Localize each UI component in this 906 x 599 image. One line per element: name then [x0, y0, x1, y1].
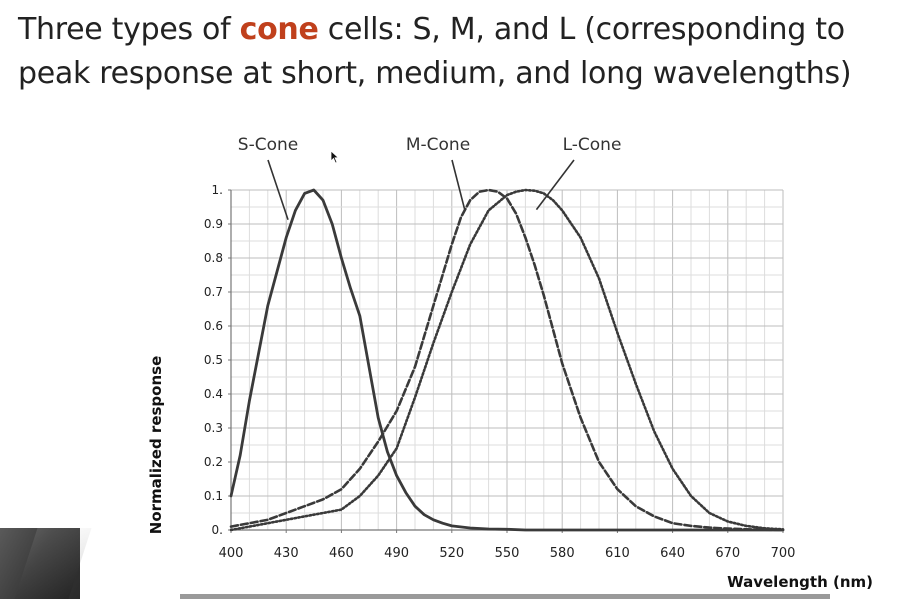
series-line-s-cone [229, 188, 785, 532]
title-part-2: cells: S, M, and L (corresponding to pea… [18, 12, 852, 91]
y-tick-label: 0.6 [204, 319, 223, 333]
y-tick-label: 0.4 [204, 387, 223, 401]
x-tick-label: 490 [384, 546, 409, 561]
progress-bar [180, 594, 830, 599]
x-tick-label: 460 [329, 546, 354, 561]
series-leader-line [451, 159, 466, 210]
x-tick-label: 670 [715, 546, 740, 561]
y-tick-label: 1. [212, 183, 223, 197]
x-tick-label: 550 [495, 546, 520, 561]
y-tick-label: 0.9 [204, 217, 223, 231]
series-label-m-cone: M-Cone [406, 135, 470, 155]
y-tick-label: 0.1 [204, 489, 223, 503]
series-leader-line [267, 159, 289, 221]
y-tick-label: 0. [212, 523, 223, 537]
y-tick-label: 0.7 [204, 285, 223, 299]
x-tick-label: 640 [660, 546, 685, 561]
series-line-l-cone [229, 188, 785, 532]
x-tick-label: 580 [550, 546, 575, 561]
mouse-cursor-icon [330, 150, 340, 164]
slide-title: Three types of cone cells: S, M, and L (… [18, 8, 898, 96]
x-axis-label: Wavelength (nm) [727, 573, 873, 591]
y-tick-label: 0.8 [204, 251, 223, 265]
y-tick-label: 0.3 [204, 421, 223, 435]
x-tick-label: 610 [605, 546, 630, 561]
x-tick-label: 400 [219, 546, 244, 561]
chart-grid [230, 189, 784, 531]
series-line-m-cone [229, 188, 785, 532]
presenter-video-thumbnail [0, 528, 80, 599]
series-label-s-cone: S-Cone [238, 135, 298, 155]
x-tick-label: 520 [439, 546, 464, 561]
title-accent-word: cone [239, 12, 319, 47]
y-axis-label: Normalized response [147, 356, 165, 534]
title-part-1: Three types of [18, 12, 240, 47]
series-label-l-cone: L-Cone [563, 135, 622, 155]
series-leader-line [535, 159, 575, 211]
x-tick-label: 430 [274, 546, 299, 561]
x-tick-label: 700 [771, 546, 796, 561]
y-tick-label: 0.2 [204, 455, 223, 469]
y-tick-label: 0.5 [204, 353, 223, 367]
